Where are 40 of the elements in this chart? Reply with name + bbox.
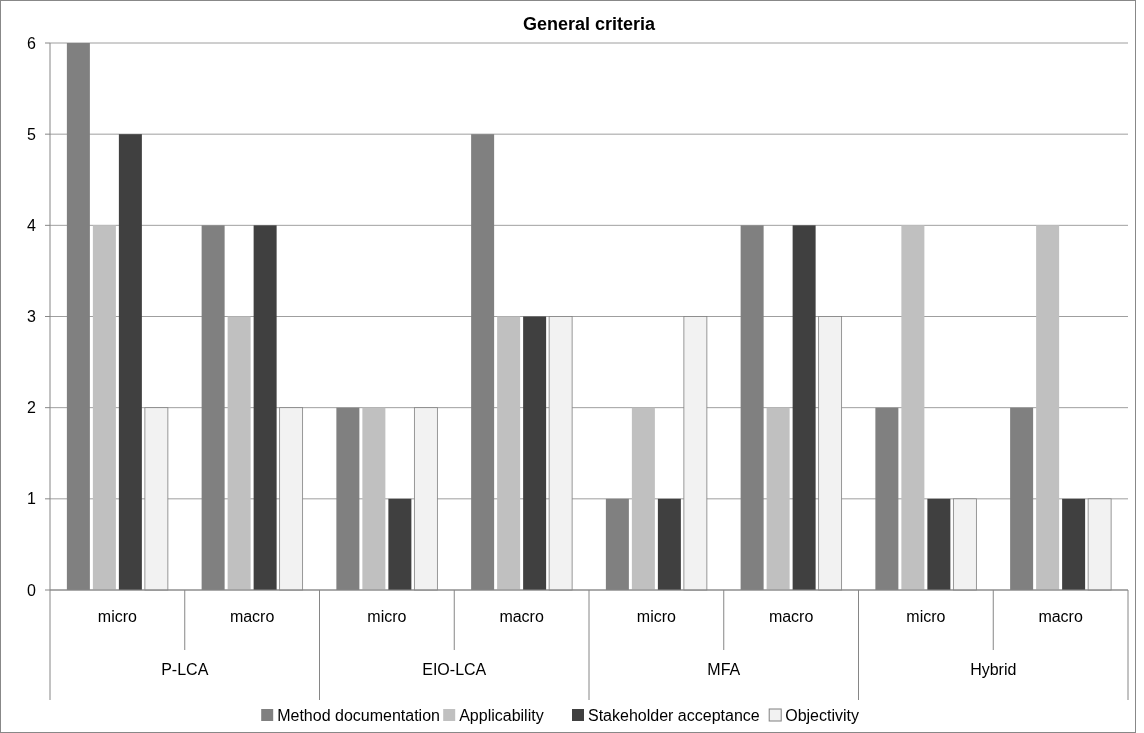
y-tick-label: 2 [27,399,37,417]
y-tick-label: 6 [27,34,37,52]
bar [927,498,951,590]
bar [92,225,116,590]
y-tick-label: 4 [27,216,37,234]
y-tick-label: 5 [27,125,37,143]
legend-label: Stakeholder acceptance [588,706,760,724]
x-tick-label: micro [97,608,138,625]
bar [1062,498,1086,590]
bar [657,498,681,590]
chart-title: General criteria [522,14,657,34]
text: P-LCA [161,661,209,678]
bar [766,407,790,590]
bar [497,316,521,590]
bar [792,225,816,590]
bar [523,316,547,590]
x-tick-label: macro [768,608,814,625]
x-tick-label: micro [636,608,677,625]
x-tick-label: micro [906,608,946,625]
y-tick-label: 0 [27,581,37,599]
bar [362,407,386,590]
bar [118,134,142,590]
legend-label: Applicability [459,706,544,724]
bar [227,316,251,590]
x-tick-label: macro [499,608,544,625]
bar [901,225,925,590]
bar [253,225,277,590]
bar [388,498,412,590]
legend-label: Method documentation [277,706,440,724]
text: EIO-LCA [422,661,487,678]
text: Hybrid [970,661,1017,678]
legend-label: Objectivity [785,706,859,724]
x-tick-label: micro [367,608,407,625]
y-tick-label: 1 [27,490,37,508]
x-tick-label: macro [1038,608,1083,625]
bar [631,407,655,590]
text: MFA [707,661,741,678]
y-tick-label: 3 [27,308,37,326]
x-tick-label: macro [229,608,275,625]
bar [1036,225,1060,590]
